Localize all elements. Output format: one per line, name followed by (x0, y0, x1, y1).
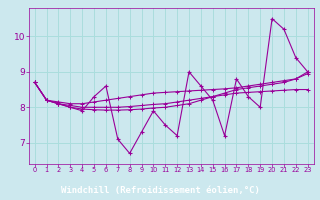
Text: Windchill (Refroidissement éolien,°C): Windchill (Refroidissement éolien,°C) (60, 186, 260, 195)
